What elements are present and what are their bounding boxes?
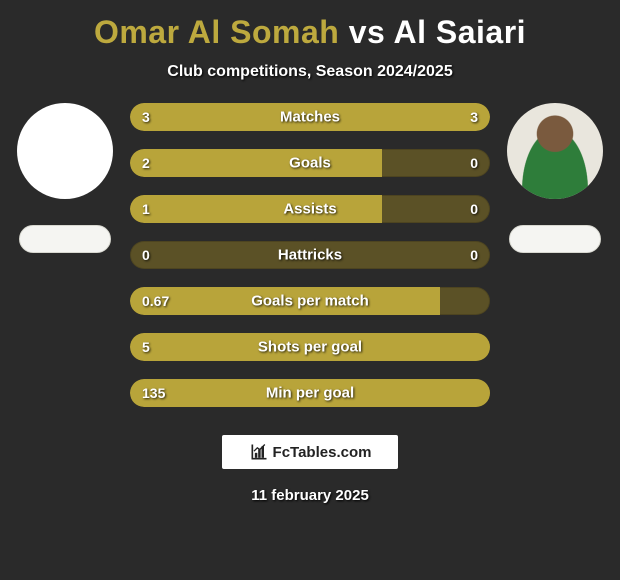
stat-label: Assists xyxy=(283,201,336,218)
stat-bar: 0 Hattricks 0 xyxy=(130,241,490,269)
player2-side xyxy=(500,103,610,253)
stat-bar: 1 Assists 0 xyxy=(130,195,490,223)
stat-label: Min per goal xyxy=(266,385,354,402)
player1-flag xyxy=(19,225,111,253)
stat-value-left: 0 xyxy=(142,247,150,263)
stat-value-left: 3 xyxy=(142,109,150,125)
stat-label: Hattricks xyxy=(278,247,342,264)
page-title: Omar Al Somah vs Al Saiari xyxy=(10,14,610,51)
player2-flag xyxy=(509,225,601,253)
bar-fill-left xyxy=(130,149,382,177)
stat-bar: 135 Min per goal xyxy=(130,379,490,407)
stat-label: Goals xyxy=(289,155,331,172)
stat-value-left: 1 xyxy=(142,201,150,217)
stat-bars: 3 Matches 3 2 Goals 0 1 Assists 0 0 Hattricks 0 0.67… xyxy=(130,103,490,407)
player1-side xyxy=(10,103,120,253)
stat-value-left: 5 xyxy=(142,339,150,355)
player2-name: Al Saiari xyxy=(394,14,527,50)
stat-bar: 3 Matches 3 xyxy=(130,103,490,131)
stat-value-left: 0.67 xyxy=(142,293,169,309)
brand-badge: FcTables.com xyxy=(222,435,398,469)
brand-text: FcTables.com xyxy=(273,444,372,461)
stat-value-right: 0 xyxy=(470,155,478,171)
stat-value-right: 3 xyxy=(470,109,478,125)
player2-avatar xyxy=(507,103,603,199)
stat-bar: 0.67 Goals per match xyxy=(130,287,490,315)
subtitle: Club competitions, Season 2024/2025 xyxy=(10,63,610,81)
stat-label: Goals per match xyxy=(251,293,369,310)
date-text: 11 february 2025 xyxy=(10,487,610,504)
comparison-stage: 3 Matches 3 2 Goals 0 1 Assists 0 0 Hattricks 0 0.67… xyxy=(10,103,610,407)
stat-value-left: 135 xyxy=(142,385,165,401)
player1-avatar xyxy=(17,103,113,199)
stat-label: Matches xyxy=(280,109,340,126)
stat-bar: 2 Goals 0 xyxy=(130,149,490,177)
stat-value-left: 2 xyxy=(142,155,150,171)
chart-icon xyxy=(249,442,269,462)
vs-text: vs xyxy=(349,14,386,50)
player1-name: Omar Al Somah xyxy=(94,14,339,50)
stat-label: Shots per goal xyxy=(258,339,362,356)
stat-value-right: 0 xyxy=(470,247,478,263)
stat-value-right: 0 xyxy=(470,201,478,217)
bar-fill-left xyxy=(130,195,382,223)
stat-bar: 5 Shots per goal xyxy=(130,333,490,361)
